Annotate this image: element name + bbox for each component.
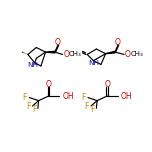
Text: CH₃: CH₃ bbox=[130, 51, 143, 57]
Text: F: F bbox=[84, 102, 89, 111]
Text: F: F bbox=[26, 102, 30, 111]
Text: F: F bbox=[90, 105, 95, 114]
Text: O: O bbox=[55, 38, 61, 47]
Text: O: O bbox=[115, 38, 121, 47]
Text: O: O bbox=[125, 50, 131, 59]
Text: F: F bbox=[32, 105, 36, 114]
Text: CH₃: CH₃ bbox=[69, 51, 81, 57]
Polygon shape bbox=[46, 51, 55, 53]
Text: OH: OH bbox=[121, 92, 133, 100]
Text: F: F bbox=[23, 93, 27, 102]
Text: OH: OH bbox=[62, 92, 74, 100]
Text: NH: NH bbox=[27, 62, 38, 68]
Text: O: O bbox=[104, 80, 110, 89]
Text: O: O bbox=[63, 50, 69, 59]
Text: F: F bbox=[81, 93, 86, 102]
Polygon shape bbox=[106, 51, 115, 54]
Text: NH: NH bbox=[89, 60, 100, 66]
Text: O: O bbox=[46, 80, 52, 89]
